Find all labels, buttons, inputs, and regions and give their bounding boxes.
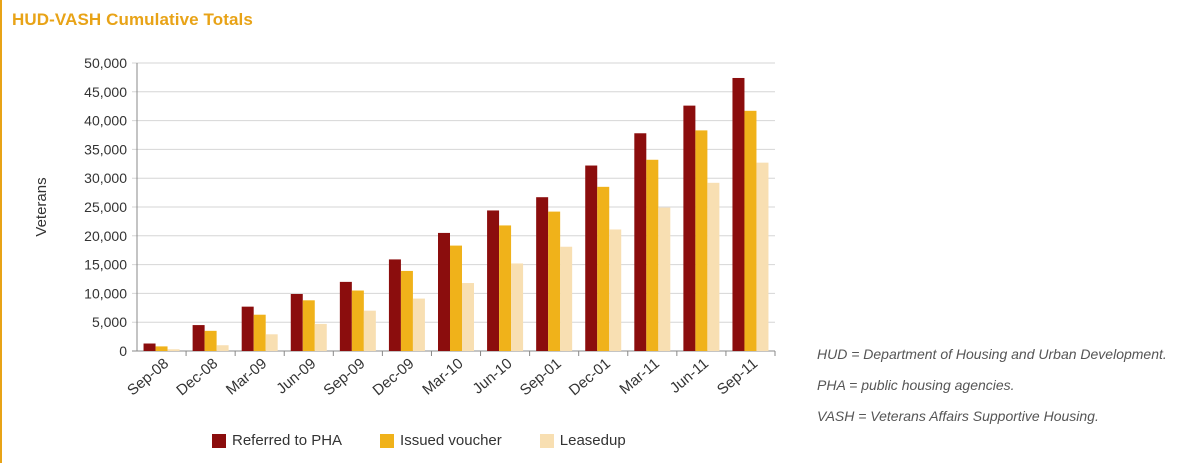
bar-leasedup <box>658 207 671 351</box>
bar-issued <box>351 290 364 351</box>
bar-referred <box>192 325 205 351</box>
bar-leasedup <box>412 298 425 351</box>
bar-referred <box>438 232 450 351</box>
y-tick-label: 40,000 <box>84 113 127 129</box>
x-tick-label: Dec-01 <box>566 355 614 399</box>
bar-referred <box>241 306 254 351</box>
bar-referred <box>143 343 156 351</box>
x-tick-label: Jun-09 <box>273 355 319 398</box>
y-tick-label: 15,000 <box>84 257 127 273</box>
y-tick-label: 35,000 <box>84 141 127 157</box>
bar-referred <box>634 133 647 351</box>
bar-leasedup <box>265 334 278 351</box>
bar-issued <box>155 346 168 351</box>
bar-referred <box>585 165 598 351</box>
legend-swatch-issued <box>380 433 395 448</box>
bar-leasedup <box>363 310 376 351</box>
bar-leasedup <box>609 229 622 351</box>
bar-issued <box>400 270 413 351</box>
x-tick-label: Mar-11 <box>616 355 662 398</box>
bar-referred <box>732 77 745 351</box>
legend-item-leasedup: Leasedup <box>539 432 626 449</box>
legend-label-referred: Referred to PHA <box>232 432 343 449</box>
legend-label-issued: Issued voucher <box>400 432 502 449</box>
y-tick-label: 50,000 <box>84 55 127 71</box>
x-tick-label: Sep-09 <box>320 355 368 399</box>
bar-referred <box>290 293 303 351</box>
bar-referred <box>683 105 696 352</box>
y-tick-label: 20,000 <box>84 228 127 244</box>
bar-leasedup <box>756 162 769 351</box>
x-tick-label: Sep-08 <box>124 355 172 399</box>
y-tick-label: 25,000 <box>84 199 127 215</box>
bar-issued <box>597 186 610 351</box>
y-tick-label: 0 <box>119 343 127 359</box>
bar-referred <box>487 210 500 351</box>
bar-referred <box>388 259 401 351</box>
x-tick-label: Sep-11 <box>714 355 761 398</box>
bar-issued <box>695 130 708 351</box>
note-pha: PHA = public housing agencies. <box>817 377 1015 393</box>
y-tick-label: 45,000 <box>84 84 127 100</box>
left-accent-rule <box>0 0 2 463</box>
legend-label-leasedup: Leasedup <box>559 432 626 449</box>
bar-issued <box>450 245 462 351</box>
bar-issued <box>302 300 315 351</box>
bar-leasedup <box>511 263 524 351</box>
bar-leasedup <box>707 182 720 351</box>
x-tick-label: Dec-08 <box>173 355 221 399</box>
x-tick-label: Sep-01 <box>517 355 565 399</box>
bar-issued <box>253 314 266 351</box>
bar-leasedup <box>167 349 180 351</box>
bar-leasedup <box>462 283 474 351</box>
y-tick-label: 30,000 <box>84 170 127 186</box>
bar-issued <box>548 211 561 351</box>
bar-issued <box>744 110 757 351</box>
y-axis-label: Veterans <box>33 177 50 236</box>
bar-referred <box>536 197 549 351</box>
x-tick-label: Dec-09 <box>370 355 418 399</box>
note-hud: HUD = Department of Housing and Urban De… <box>817 346 1167 362</box>
bar-referred <box>339 281 352 351</box>
legend-item-referred: Referred to PHA <box>212 432 342 449</box>
x-tick-label: Jun-11 <box>667 355 712 397</box>
bar-issued <box>204 330 217 351</box>
legend-swatch-referred <box>212 433 226 448</box>
bar-issued <box>499 225 512 351</box>
legend-item-issued: Issued voucher <box>380 432 502 449</box>
x-tick-label: Jun-10 <box>470 355 516 398</box>
bar-leasedup <box>216 345 229 351</box>
legend-swatch-leasedup <box>539 433 554 448</box>
abbreviation-notes: HUD = Department of Housing and Urban De… <box>817 345 1167 438</box>
bar-leasedup <box>560 246 573 351</box>
x-tick-label: Mar-10 <box>419 355 466 399</box>
bar-issued <box>646 159 659 351</box>
note-vash: VASH = Veterans Affairs Supportive Housi… <box>817 408 1099 424</box>
chart-legend: Referred to PHA Issued voucher Leasedup <box>212 432 664 449</box>
bar-leasedup <box>314 323 327 351</box>
y-tick-label: 5,000 <box>92 314 127 330</box>
chart-title: HUD-VASH Cumulative Totals <box>12 10 253 29</box>
x-tick-label: Mar-09 <box>223 355 270 399</box>
y-tick-label: 10,000 <box>84 285 127 301</box>
